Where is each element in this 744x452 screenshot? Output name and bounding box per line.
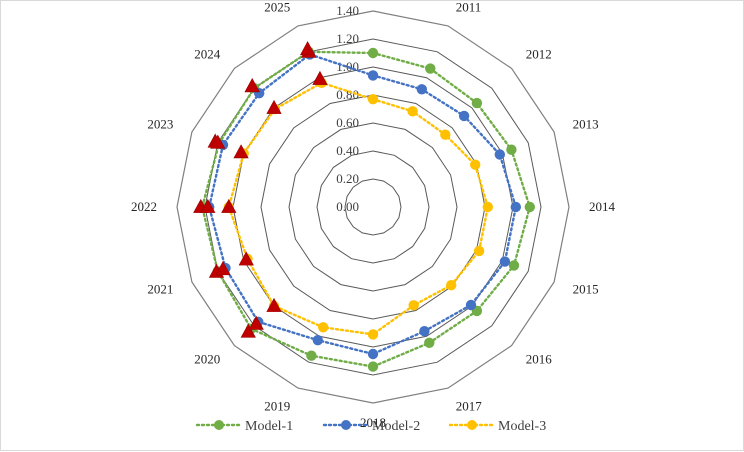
category-label: 2024	[194, 46, 221, 61]
legend-marker	[467, 420, 477, 430]
data-point	[440, 129, 451, 140]
triangle-marker	[248, 315, 264, 330]
category-label: 2018	[360, 415, 386, 430]
series-layer	[193, 41, 535, 372]
data-point	[494, 149, 505, 160]
data-point	[482, 201, 493, 213]
category-label: 2022	[131, 199, 157, 214]
data-point	[524, 201, 535, 213]
category-label: 2014	[589, 199, 616, 214]
data-point	[419, 326, 430, 337]
data-point	[367, 70, 379, 81]
grid-ring-1	[344, 178, 402, 236]
legend-label: Model-3	[498, 419, 546, 434]
triangle-marker	[244, 78, 260, 93]
legend-marker	[214, 420, 224, 430]
legend-item-model-2: Model-2	[322, 419, 420, 434]
triangle-marker	[215, 261, 231, 276]
data-point	[367, 47, 379, 59]
category-label: 2023	[147, 116, 173, 131]
data-point	[312, 335, 323, 346]
category-label: 2011	[456, 1, 482, 14]
triangle-marker	[221, 198, 237, 213]
tick-label: 1.40	[336, 3, 359, 18]
data-point	[318, 322, 329, 333]
category-labels: 2010201120122013201420152016201720182019…	[131, 1, 616, 430]
triangle-marker	[240, 323, 256, 338]
tick-label: 0.60	[336, 115, 359, 130]
grid-ring-7	[176, 10, 570, 404]
grid-ring-4	[260, 94, 486, 320]
tick-label: 0.80	[336, 87, 359, 102]
legend-item-model-1: Model-1	[195, 419, 293, 434]
category-label: 2015	[573, 282, 599, 297]
radial-tick-labels: 0.000.200.400.600.801.001.201.40	[336, 3, 359, 214]
data-point	[465, 299, 477, 311]
triangle-marker	[266, 99, 282, 114]
data-point	[407, 106, 418, 117]
category-label: 2013	[573, 116, 599, 131]
radar-grid	[176, 10, 570, 404]
category-label: 2017	[456, 399, 483, 414]
category-label: 2020	[194, 352, 220, 367]
data-point	[473, 245, 485, 257]
legend: Model-1 Model-2 Model-3	[195, 419, 546, 434]
tick-label: 1.20	[336, 31, 359, 46]
category-label: 2021	[147, 282, 173, 297]
data-point	[506, 144, 517, 155]
grid-ring-2	[316, 150, 430, 264]
series-line	[207, 53, 518, 356]
triangle-marker	[300, 41, 316, 56]
data-point	[367, 361, 379, 372]
data-point	[499, 256, 511, 267]
tick-label: 0.40	[336, 143, 359, 158]
grid-ring-3	[288, 122, 458, 292]
series-markers	[193, 41, 328, 338]
data-point	[424, 337, 435, 348]
data-point	[416, 84, 427, 95]
triangle-marker	[200, 198, 216, 213]
data-point	[510, 201, 521, 213]
series-line	[200, 50, 532, 368]
legend-item-model-3: Model-3	[448, 419, 546, 434]
data-point	[471, 97, 483, 109]
legend-label: Model-2	[372, 419, 420, 434]
triangle-marker	[238, 251, 254, 266]
category-label: 2012	[526, 46, 552, 61]
data-point	[408, 300, 419, 311]
data-point	[367, 348, 379, 360]
triangle-marker	[210, 134, 226, 149]
data-point	[470, 159, 481, 170]
triangle-marker	[312, 70, 328, 85]
category-label: 2016	[526, 352, 553, 367]
category-label: 2025	[264, 1, 290, 14]
legend-label: Model-1	[245, 419, 293, 434]
data-point	[508, 260, 520, 271]
triangle-marker	[233, 144, 249, 159]
data-point	[458, 110, 470, 122]
triangle-marker	[266, 297, 282, 312]
data-point	[446, 280, 457, 291]
data-point	[367, 94, 379, 105]
tick-label: 0.20	[336, 171, 359, 186]
tick-label: 0.00	[336, 199, 359, 214]
legend-marker	[341, 420, 351, 430]
data-point	[367, 329, 379, 340]
category-label: 2019	[264, 399, 290, 414]
data-point	[425, 63, 436, 74]
data-point	[306, 350, 317, 361]
